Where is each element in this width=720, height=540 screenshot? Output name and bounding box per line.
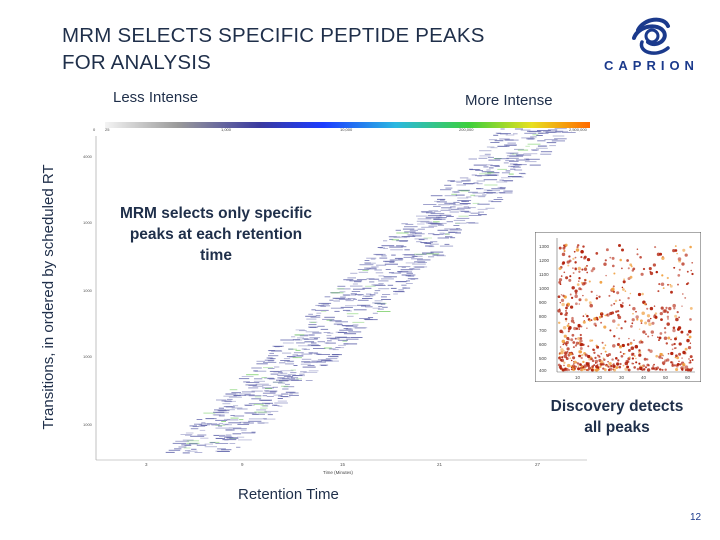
main-x-title: Time (Minutes)	[323, 470, 353, 475]
x-tick: 15	[340, 462, 346, 467]
inset-y-tick: 1200	[539, 258, 550, 263]
y-tick: 1000	[83, 354, 93, 359]
inset-x-tick: 40	[641, 375, 647, 380]
inset-x-ticks: 10 20 30 40 50 60	[575, 375, 691, 380]
mrm-band	[165, 128, 576, 454]
x-tick: 21	[437, 462, 443, 467]
inset-x-tick: 20	[597, 375, 603, 380]
colorbar-tick: 0	[93, 127, 96, 132]
x-tick: 27	[535, 462, 541, 467]
x-tick: 3	[145, 462, 148, 467]
inset-x-tick: 60	[685, 375, 691, 380]
y-tick: 4000	[83, 154, 93, 159]
inset-y-tick: 400	[539, 368, 547, 373]
inset-x-tick: 50	[663, 375, 669, 380]
less-intense-label: Less Intense	[113, 89, 199, 106]
main-x-ticks: 3 9 15 21 27	[145, 462, 541, 467]
y-tick: 1000	[83, 220, 93, 225]
colorbar-ticks: 0 25 1,000 10,000 200,000 2,500,000	[93, 127, 588, 132]
colorbar-tick: 2,500,000	[569, 127, 588, 132]
colorbar-tick: 200,000	[459, 127, 474, 132]
inset-y-ticks: 1300 1200 1100 1000 900 800 700 600 500 …	[539, 244, 550, 373]
logo-text: CAPRION	[604, 58, 699, 73]
title-line-1: MRM SELECTS SPECIFIC PEPTIDE PEAKS	[62, 24, 485, 47]
colorbar-tick: 1,000	[221, 127, 232, 132]
inset-y-tick: 800	[539, 314, 547, 319]
more-intense-label: More Intense	[465, 92, 553, 109]
colorbar-tick: 25	[105, 127, 110, 132]
y-axis-label: Transitions, in ordered by scheduled RT	[40, 164, 57, 430]
y-tick: 1000	[83, 288, 93, 293]
inset-y-tick: 900	[539, 300, 547, 305]
slide-title: MRM SELECTS SPECIFIC PEPTIDE PEAKS FOR A…	[62, 22, 582, 76]
page-number: 12	[690, 512, 702, 523]
inset-y-tick: 500	[539, 356, 547, 361]
colorbar	[105, 122, 590, 128]
x-axis-label: Retention Time	[238, 486, 339, 503]
caprion-logo-icon	[632, 17, 670, 55]
mrm-heatmap: 0 25 1,000 10,000 200,000 2,500,000 4000…	[83, 122, 590, 475]
discovery-callout: Discovery detects all peaks	[550, 398, 684, 436]
inset-dots	[557, 243, 694, 372]
inset-y-tick: 1300	[539, 244, 550, 249]
title-line-2: FOR ANALYSIS	[62, 51, 211, 74]
inset-y-tick: 700	[539, 328, 547, 333]
main-y-ticks: 4000 1000 1000 1000 1000	[83, 154, 93, 427]
inset-y-tick: 1000	[539, 286, 550, 291]
x-tick: 9	[241, 462, 244, 467]
inset-x-tick: 30	[619, 375, 625, 380]
y-tick: 1000	[83, 422, 93, 427]
colorbar-tick: 10,000	[340, 127, 353, 132]
inset-y-tick: 600	[539, 342, 547, 347]
discovery-inset-plot: 1300 1200 1100 1000 900 800 700 600 500 …	[535, 232, 701, 382]
mrm-callout: MRM selects only specific peaks at each …	[118, 203, 314, 266]
inset-y-tick: 1100	[539, 272, 549, 277]
inset-x-tick: 10	[575, 375, 581, 380]
